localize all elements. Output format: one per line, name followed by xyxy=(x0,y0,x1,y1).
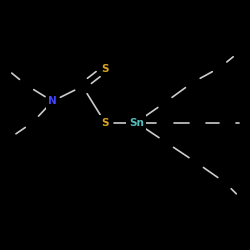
Text: Sn: Sn xyxy=(129,118,144,128)
Text: S: S xyxy=(101,64,109,74)
Text: N: N xyxy=(48,96,57,106)
Text: S: S xyxy=(101,118,109,128)
